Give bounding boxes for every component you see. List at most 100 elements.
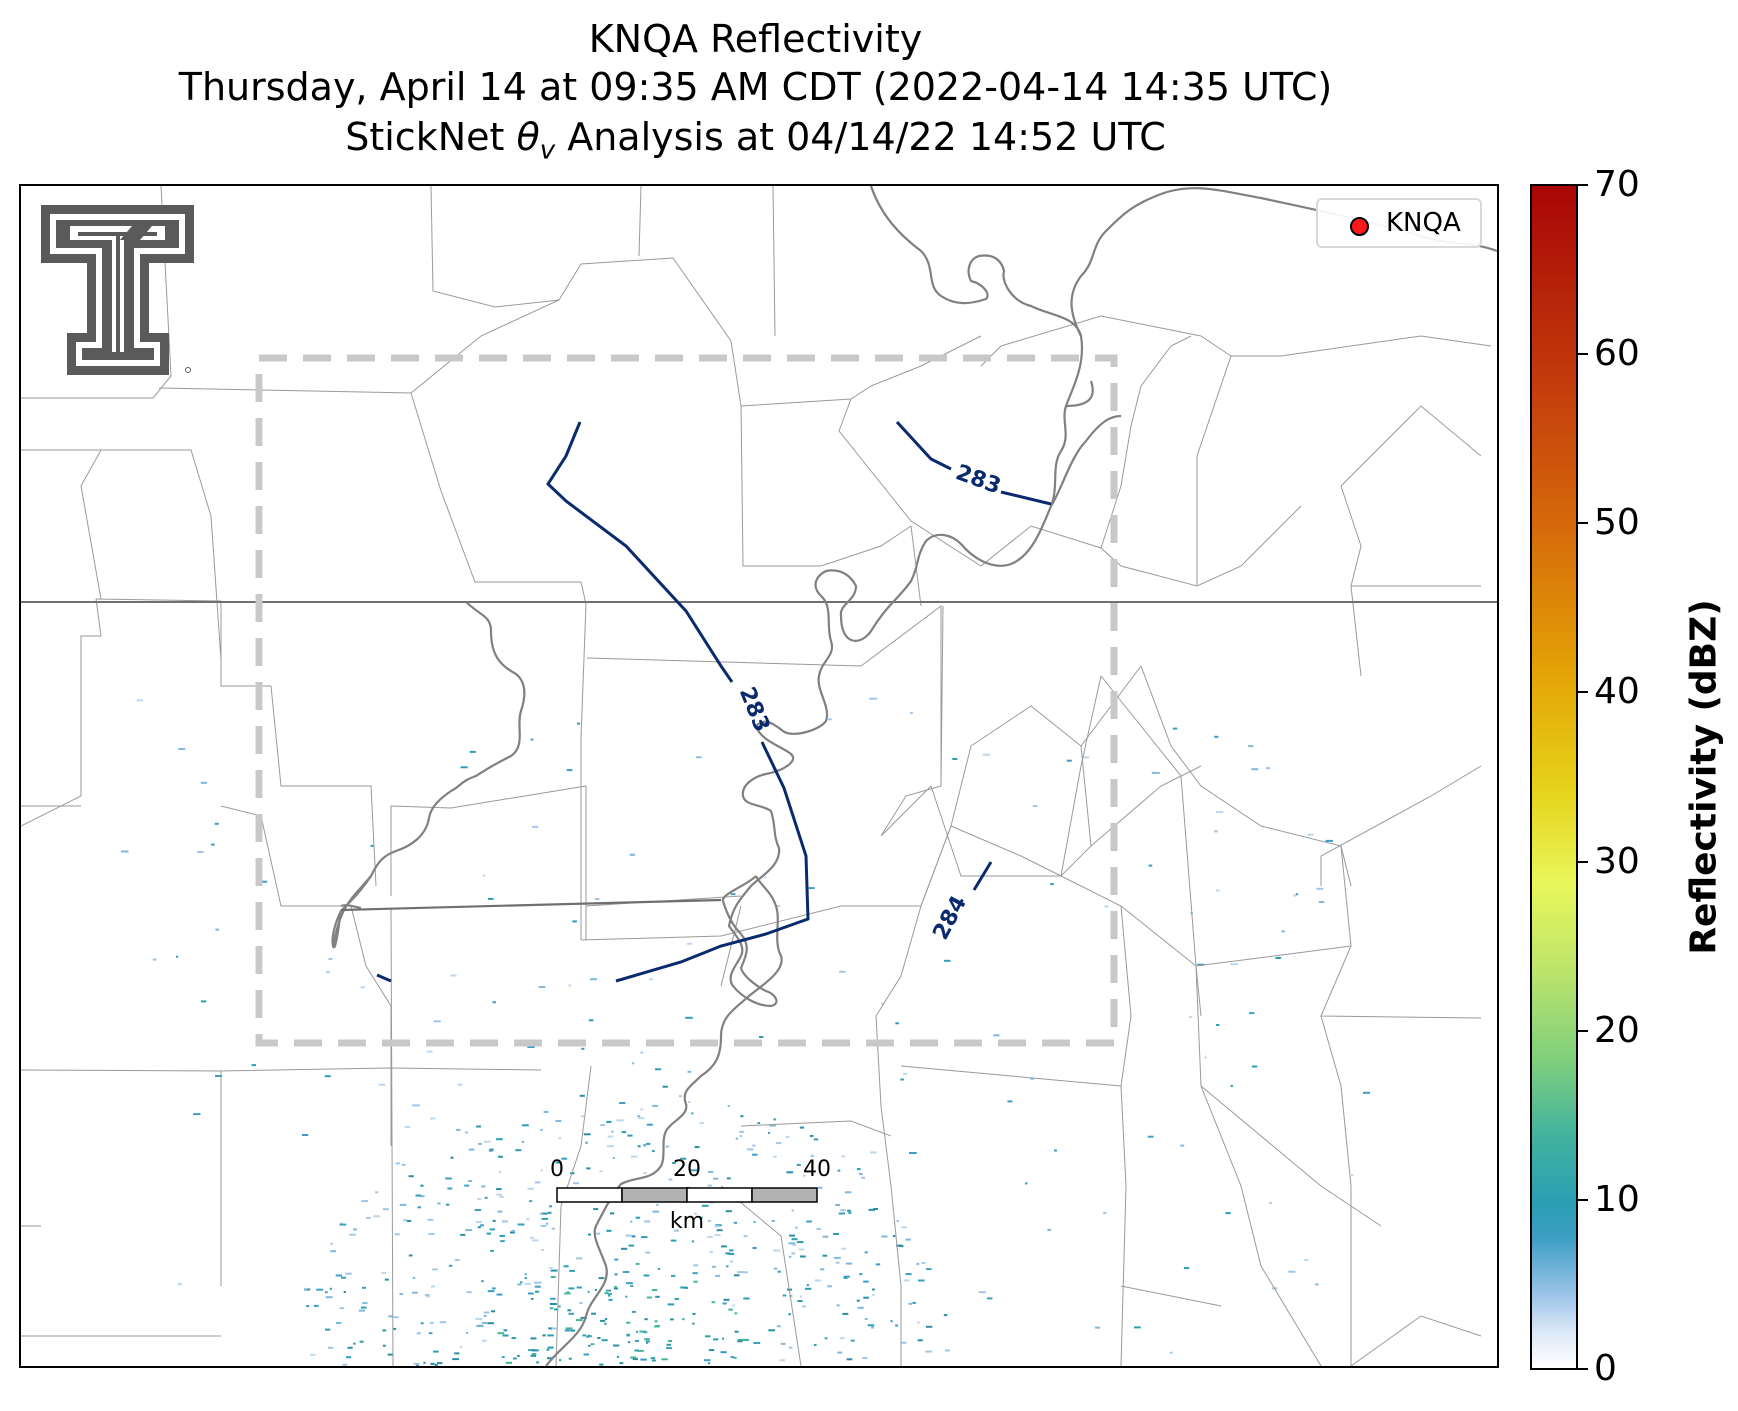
- echo-pixel: [531, 1353, 537, 1355]
- echo-pixel: [805, 1287, 812, 1290]
- echo-pixel: [640, 1108, 644, 1111]
- echo-pixel: [1170, 1351, 1173, 1354]
- echo-pixel: [792, 1244, 797, 1246]
- echo-pixel: [496, 1293, 503, 1296]
- echo-pixel: [771, 1220, 775, 1222]
- echo-pixel: [641, 1236, 648, 1239]
- echo-pixel: [667, 1340, 672, 1342]
- echo-pixel: [306, 1305, 310, 1308]
- echo-pixel: [540, 1212, 548, 1215]
- echo-pixel: [197, 851, 204, 853]
- echo-pixel: [868, 1208, 875, 1211]
- echo-pixel: [534, 1281, 542, 1284]
- echo-pixel: [517, 1354, 520, 1357]
- echo-pixel: [640, 1051, 643, 1054]
- echo-pixel: [448, 1264, 453, 1267]
- echo-pixel: [530, 1236, 535, 1239]
- echo-pixel: [917, 1339, 923, 1342]
- echo-pixel: [715, 1224, 722, 1227]
- echo-pixel: [842, 1312, 849, 1315]
- echo-pixel: [908, 1302, 913, 1305]
- echo-pixel: [1134, 1326, 1141, 1329]
- echo-pixel: [691, 1240, 695, 1243]
- echo-pixel: [548, 1266, 553, 1269]
- echo-pixel: [806, 1284, 809, 1287]
- echo-pixel: [631, 1235, 636, 1238]
- echo-pixel: [1269, 1201, 1272, 1204]
- echo-pixel: [481, 1185, 486, 1188]
- echo-pixel: [382, 1329, 387, 1332]
- echo-pixel: [729, 1249, 734, 1252]
- contour-label-283-east: 283: [952, 460, 1004, 499]
- echo-pixel: [847, 1209, 851, 1212]
- echo-pixel: [499, 1195, 504, 1198]
- echo-pixel: [302, 1134, 309, 1136]
- echo-pixel: [900, 1341, 907, 1344]
- echo-pixel: [450, 1156, 454, 1159]
- echo-pixel: [1172, 727, 1178, 730]
- echo-pixel: [625, 1295, 628, 1298]
- echo-pixel: [743, 1235, 748, 1238]
- echo-pixel: [836, 1261, 840, 1264]
- echo-pixel: [644, 1338, 650, 1341]
- echo-pixel: [178, 748, 186, 750]
- echo-pixel: [433, 1350, 439, 1353]
- title-line-2: Thursday, April 14 at 09:35 AM CDT (2022…: [178, 65, 1333, 109]
- echo-pixel: [549, 1303, 557, 1305]
- echo-pixel: [382, 1344, 386, 1347]
- radar-map[interactable]: 283 283 284 0 20 40 km: [19, 184, 1499, 1368]
- echo-pixel: [666, 1347, 673, 1350]
- echo-pixel: [534, 1285, 541, 1288]
- echo-pixel: [753, 1342, 761, 1344]
- echo-pixel: [667, 1303, 675, 1306]
- echo-pixel: [420, 1322, 424, 1325]
- echo-pixel: [530, 1337, 537, 1340]
- echo-pixel: [645, 1251, 651, 1254]
- echo-pixel: [1047, 1228, 1052, 1231]
- echo-pixel: [403, 1219, 407, 1222]
- echo-pixel: [921, 1262, 926, 1264]
- echo-pixel: [395, 1162, 400, 1165]
- echo-pixel: [696, 756, 702, 759]
- echo-pixel: [1189, 1016, 1192, 1019]
- echo-pixel: [638, 1117, 645, 1120]
- echo-pixel: [895, 1324, 899, 1327]
- echo-pixel: [547, 1211, 552, 1214]
- echo-pixel: [568, 984, 571, 987]
- echo-pixel: [1325, 839, 1333, 842]
- echo-pixel: [599, 1363, 604, 1366]
- echo-pixel: [502, 1334, 509, 1337]
- echo-pixel: [610, 1212, 615, 1215]
- echo-pixel: [412, 1276, 416, 1279]
- echo-pixel: [482, 1322, 488, 1324]
- echo-pixel: [381, 1272, 387, 1274]
- echo-pixel: [353, 1342, 356, 1345]
- echo-pixel: [540, 1248, 545, 1251]
- echo-pixel: [454, 1352, 460, 1355]
- echo-pixel: [730, 1260, 733, 1263]
- echo-pixel: [214, 822, 219, 825]
- echo-pixel: [643, 1144, 646, 1147]
- echo-pixel: [585, 1141, 588, 1144]
- echo-pixel: [737, 1271, 744, 1274]
- echo-pixel: [837, 1169, 841, 1172]
- echo-pixel: [489, 1228, 495, 1231]
- echo-pixel: [862, 1357, 868, 1359]
- echo-pixel: [740, 1115, 744, 1118]
- echo-pixel: [358, 1309, 365, 1312]
- echo-pixel: [864, 1251, 868, 1254]
- echo-pixel: [844, 1191, 852, 1194]
- echo-pixel: [341, 1276, 346, 1279]
- echo-pixel: [733, 1274, 740, 1277]
- echo-pixel: [863, 1280, 869, 1283]
- echo-pixel: [712, 1265, 716, 1268]
- echo-pixel: [735, 1137, 738, 1140]
- echo-pixel: [511, 1229, 515, 1232]
- echo-pixel: [577, 722, 580, 725]
- echo-pixel: [517, 1283, 522, 1286]
- echo-pixel: [491, 1287, 496, 1290]
- echo-pixel: [613, 1287, 619, 1290]
- echo-pixel: [549, 1307, 554, 1310]
- echo-pixel: [531, 1297, 534, 1300]
- echo-pixel: [487, 1322, 494, 1325]
